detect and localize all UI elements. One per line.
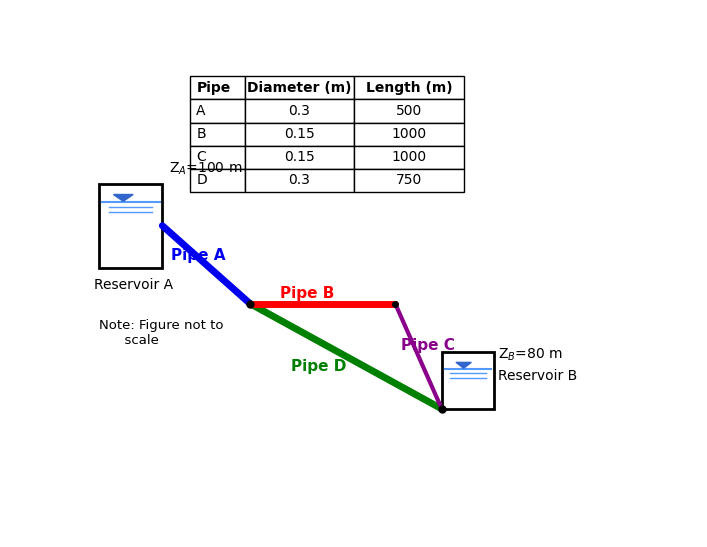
Text: 500: 500 [396,104,422,118]
Text: Length (m): Length (m) [366,81,452,95]
Bar [245,100,354,123]
Text: Z$_A$=100 m: Z$_A$=100 m [170,161,243,177]
Bar [99,184,163,268]
Bar [442,352,494,409]
Text: Pipe C: Pipe C [401,338,455,353]
Text: Pipe: Pipe [197,81,230,95]
Text: A: A [197,104,206,118]
Text: Pipe A: Pipe A [170,248,226,263]
Text: Z$_B$=80 m: Z$_B$=80 m [498,346,563,363]
Text: Reservoir B: Reservoir B [498,369,578,383]
Bar [245,123,354,146]
Text: Pipe B: Pipe B [281,286,334,301]
Text: 0.15: 0.15 [284,127,315,141]
Bar [354,123,464,146]
Text: 0.3: 0.3 [288,173,310,188]
Bar [189,123,245,146]
Text: B: B [197,127,206,141]
Bar [245,146,354,169]
Text: Diameter (m): Diameter (m) [247,81,351,95]
Bar [354,146,464,169]
Bar [189,146,245,169]
Text: 1000: 1000 [392,127,426,141]
Text: D: D [197,173,207,188]
Text: Pipe D: Pipe D [291,359,346,374]
Text: Note: Figure not to
      scale: Note: Figure not to scale [99,319,224,347]
Text: 0.3: 0.3 [288,104,310,118]
Bar [189,169,245,192]
Text: Reservoir A: Reservoir A [94,278,173,292]
Text: 750: 750 [396,173,422,188]
Polygon shape [456,362,472,368]
Polygon shape [113,195,133,201]
Text: 1000: 1000 [392,150,426,164]
Text: 0.15: 0.15 [284,150,315,164]
Bar [189,100,245,123]
Text: C: C [197,150,206,164]
Bar [354,100,464,123]
Bar [354,76,464,100]
Bar [245,76,354,100]
Bar [245,169,354,192]
Bar [189,76,245,100]
Bar [354,169,464,192]
